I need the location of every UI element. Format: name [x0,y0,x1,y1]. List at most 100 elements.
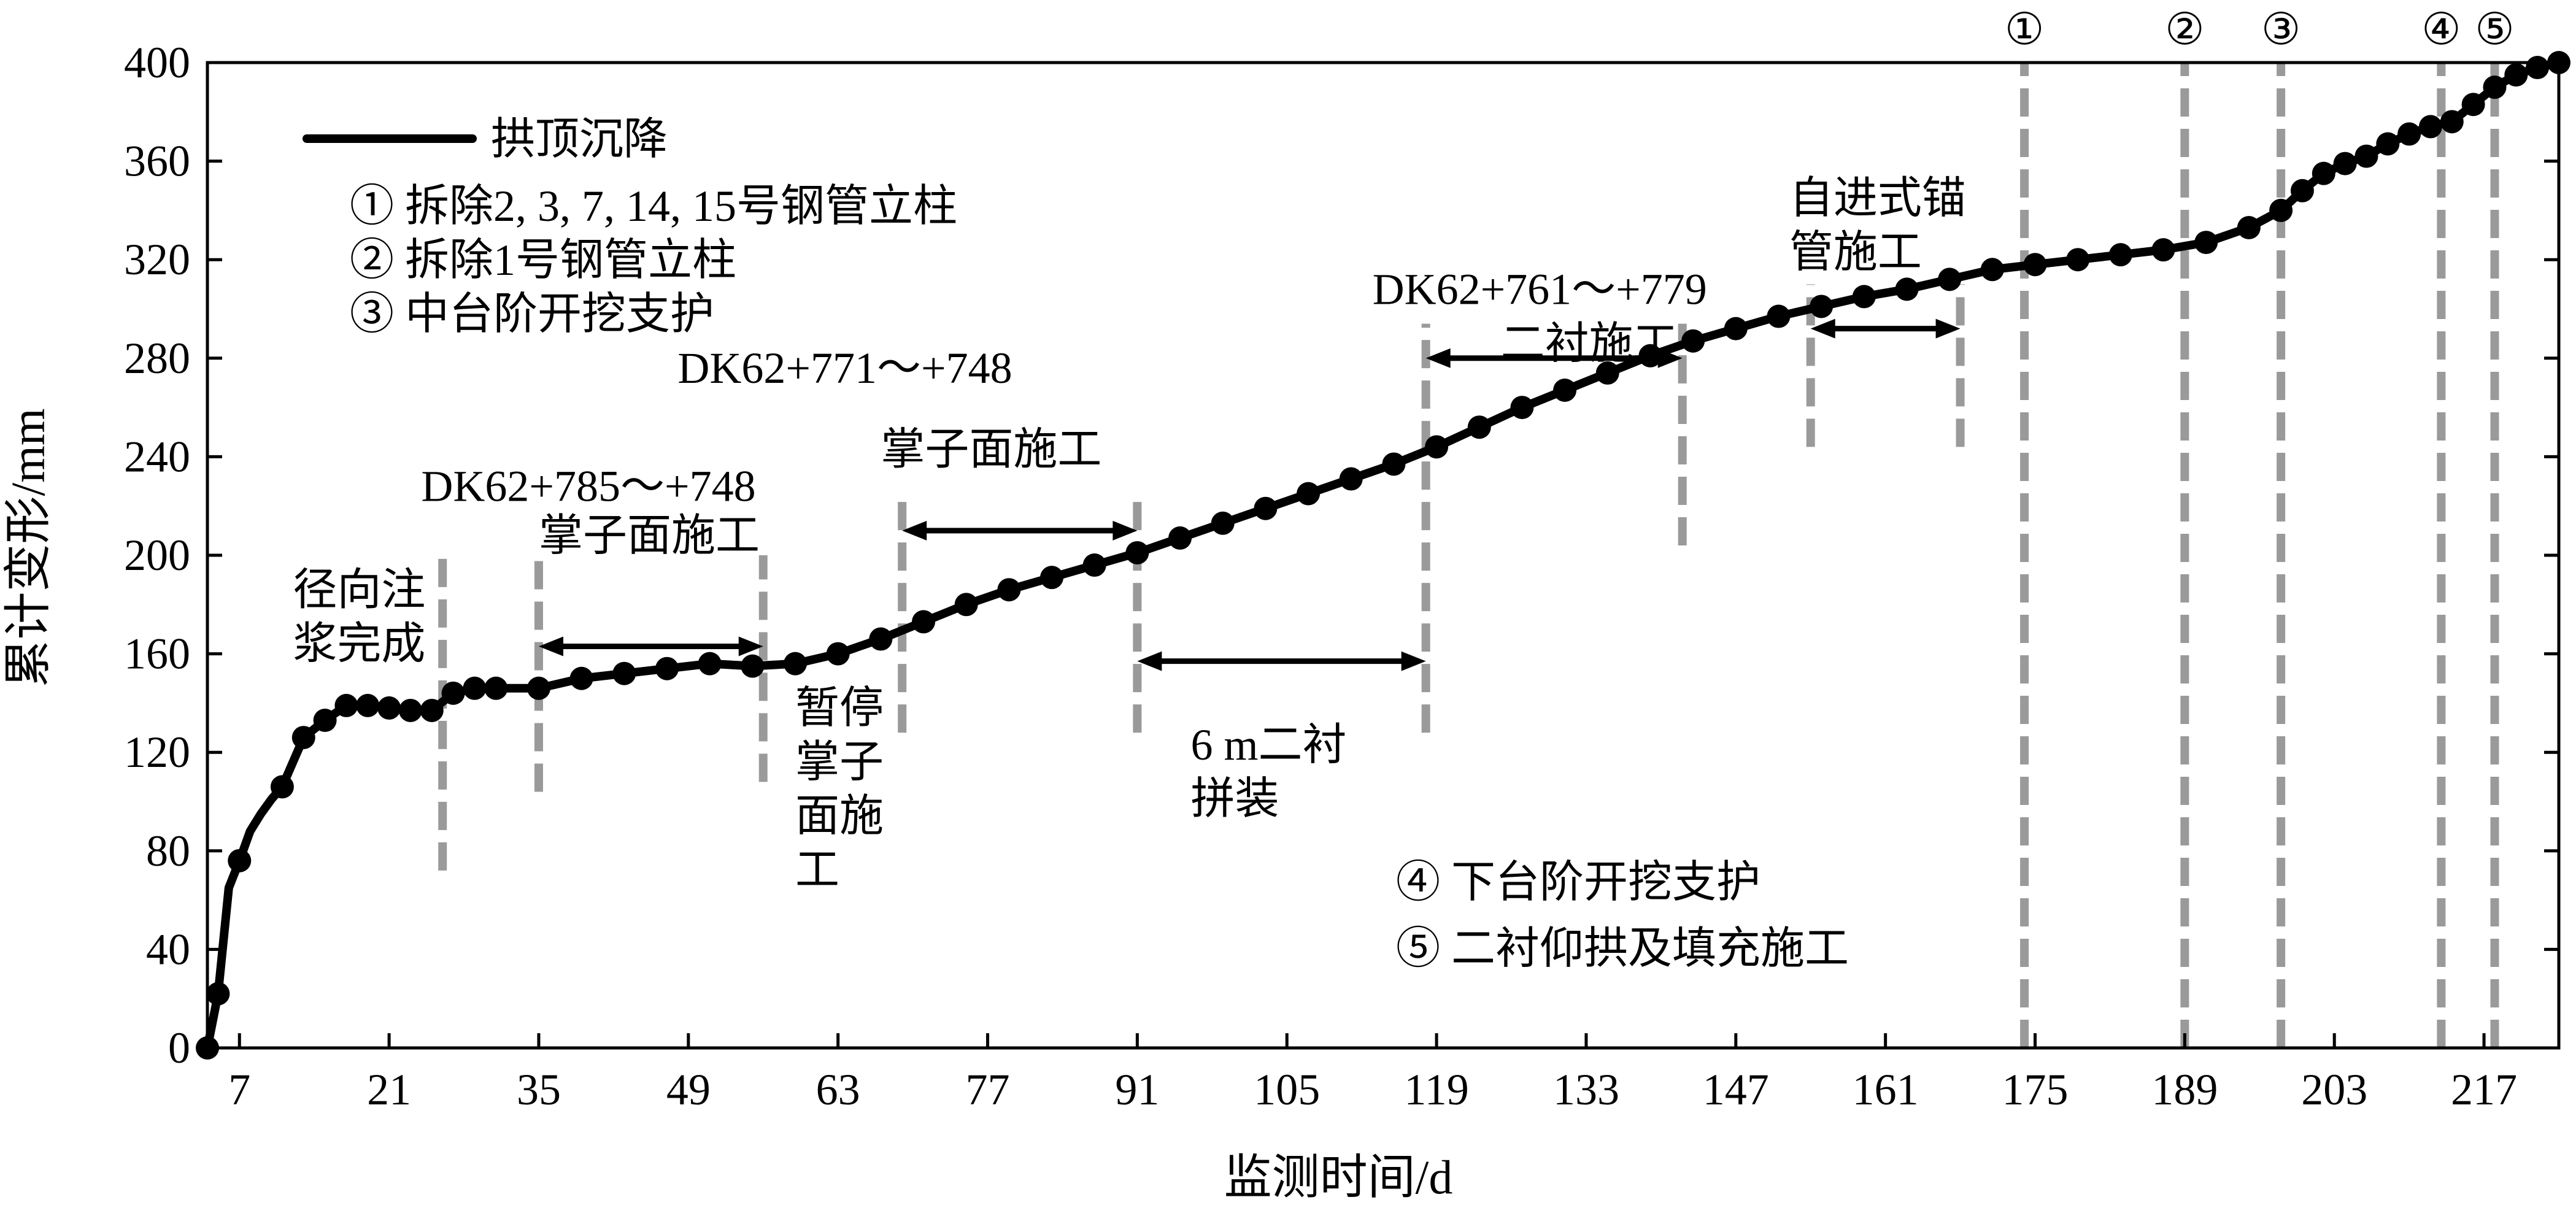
series-layer [196,51,2570,1060]
y-tick-label: 80 [146,826,190,876]
span-arrow-head-right [738,636,763,656]
event-line-label-11: ② [2165,5,2205,54]
legend-series-label: 拱顶沉降 [491,115,668,164]
annotations: 径向注浆完成DK62+785～+748掌子面施工DK62+771～+748掌子面… [293,174,1966,895]
annotation-5: 掌子面施工 [881,425,1101,474]
data-point [1339,467,1363,491]
event-line-label-12: ③ [2261,5,2301,54]
x-tick-label: 189 [2151,1065,2218,1114]
data-point [206,982,230,1006]
data-point [2151,238,2175,262]
data-point [2526,56,2550,80]
annotation-line: 掌子面施工 [539,511,760,560]
span-arrow-2 [902,520,1138,541]
data-point [1595,361,1619,385]
annotation-line: 工 [795,845,839,895]
data-point [612,661,636,685]
span-arrow-head-right [1113,520,1138,541]
data-point [1125,541,1149,564]
data-point [1254,496,1278,520]
x-tick-label: 21 [367,1065,411,1114]
annotation-4: DK62+771～+748 [677,344,1012,393]
data-point [398,698,422,722]
data-point [2269,198,2293,222]
y-axis-title: 累计变形/mm [1,408,55,687]
data-point [1681,329,1705,353]
annotation-9: 6 m二衬拼装 [1190,720,1346,823]
annotation-line: 拼装 [1190,774,1279,823]
annotation-8: 暂停掌子面施工 [795,683,884,895]
span-arrow-head-left [1425,348,1451,368]
event-line-label-14: ⑤ [2475,5,2515,54]
x-tick-label: 161 [1853,1065,1919,1114]
annotation-line: 二衬施工 [1501,319,1678,368]
data-point [1510,396,1534,420]
data-point [826,642,850,666]
data-point [954,593,978,617]
span-arrow-head-left [902,520,927,541]
data-point [2504,63,2528,87]
x-tick-label: 147 [1703,1065,1769,1114]
legend-item-4: ④ 下台阶开挖支护 [1396,858,1760,907]
data-point [2354,144,2378,168]
data-point [1767,304,1791,328]
annotation-line: 6 m二衬 [1190,720,1346,769]
data-point [1553,378,1577,402]
data-point [2023,253,2047,277]
data-point [1297,482,1321,506]
span-arrow-head-right [1935,318,1961,339]
annotation-line: 面施 [795,791,884,841]
data-point [1895,277,1919,301]
annotation-1: 径向注浆完成 [293,565,425,668]
annotation-7: 二衬施工 [1501,319,1678,368]
x-tick-label: 217 [2451,1065,2517,1114]
legend-item-2: ② 拆除1号钢管立柱 [350,236,736,285]
annotation-line: 掌子面施工 [881,425,1101,474]
data-point [484,676,508,700]
span-arrow-head-right [1401,651,1426,671]
data-point [334,693,358,717]
legend-item-1: ① 拆除2, 3, 7, 14, 15号钢管立柱 [350,182,957,231]
event-line-label-13: ④ [2421,5,2461,54]
span-arrow-head-left [1137,651,1162,671]
annotation-line: 暂停 [795,683,884,733]
data-point [1168,526,1192,550]
y-tick-label: 40 [146,925,190,974]
x-tick-label: 7 [228,1065,250,1114]
data-point [441,681,465,705]
x-tick-label: 133 [1553,1065,1619,1114]
data-point [2461,93,2485,117]
data-point [1211,511,1235,535]
data-point [313,709,337,733]
x-tick-label: 119 [1404,1065,1468,1114]
x-tick-label: 91 [1115,1065,1159,1114]
data-point [270,775,294,799]
data-point [784,652,807,676]
data-point [1638,344,1662,368]
data-point [228,849,252,872]
span-arrow-3 [1137,651,1426,671]
data-point [2237,216,2261,240]
annotation-2: DK62+785～+748 [421,462,755,511]
y-tick-label: 0 [168,1023,190,1072]
data-point [2194,231,2218,255]
y-tick-label: 240 [124,432,190,481]
data-point [1082,553,1106,577]
annotation-line: 掌子 [795,737,884,787]
data-point [2376,132,2400,156]
data-point [1467,415,1491,439]
data-point [2483,75,2507,99]
data-point [1980,258,2004,282]
annotation-line: 管施工 [1789,228,1922,277]
axis-ticks: 0 40 80 120 160 200 240 280 320 360 400 7 21 35 49 63 77… [124,38,2559,1114]
data-point [1382,452,1406,476]
x-tick-label: 49 [666,1065,711,1114]
y-tick-label: 320 [124,235,190,284]
y-tick-label: 160 [124,629,190,679]
data-point [569,666,593,690]
annotation-line: DK62+785～+748 [421,462,755,511]
annotation-6: DK62+761～+779 [1373,264,1707,314]
x-tick-label: 203 [2301,1065,2367,1114]
